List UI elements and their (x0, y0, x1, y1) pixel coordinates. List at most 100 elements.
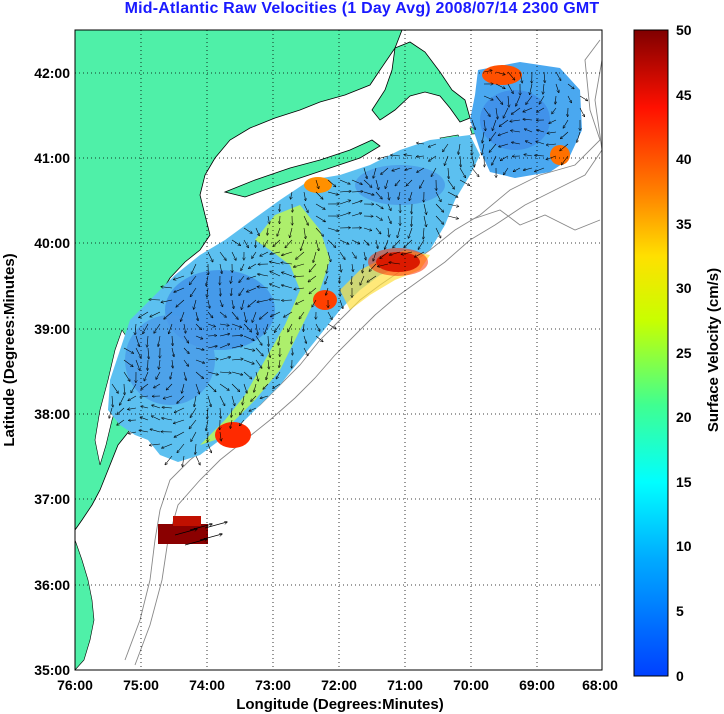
land-cape-cod (371, 41, 471, 123)
velocity-arrow (249, 407, 257, 411)
velocity-arrow (444, 155, 449, 165)
y-axis-label: Latitude (Degrees:Minutes) (1, 253, 18, 446)
fast-band-shelf-edge (200, 205, 330, 445)
velocity-arrow (567, 83, 574, 89)
velocity-arrow (423, 215, 426, 227)
velocity-arrow (385, 179, 389, 188)
velocity-arrow (270, 271, 281, 277)
velocity-arrow (181, 311, 185, 321)
velocity-arrow (172, 359, 173, 368)
velocity-arrow (339, 191, 351, 192)
velocity-arrow (503, 107, 509, 118)
velocity-arrow (207, 395, 211, 407)
velocity-arrow (268, 335, 269, 346)
velocity-arrow (231, 359, 243, 360)
velocity-arrow (288, 323, 293, 332)
velocity-arrow (420, 179, 425, 188)
velocity-arrow (111, 383, 118, 393)
velocity-arrow (248, 299, 257, 307)
hotspot-gulf-stream-halo (368, 248, 428, 276)
velocity-arrow (312, 299, 317, 307)
velocity-arrow (308, 275, 317, 282)
velocity-arrow (131, 383, 137, 393)
velocity-arrow (499, 119, 509, 126)
velocity-arrow (207, 371, 218, 375)
velocity-arrow (148, 359, 149, 370)
velocity-arrow (378, 263, 389, 267)
velocity-arrow (254, 383, 257, 392)
velocity-arrow (363, 179, 372, 187)
velocity-arrow (123, 359, 133, 367)
y-tick-label: 37:00 (34, 491, 70, 507)
velocity-arrow (206, 275, 209, 286)
velocity-arrow (195, 443, 196, 454)
velocity-arrow (537, 107, 545, 112)
velocity-arrow (257, 299, 269, 302)
velocity-arrow (219, 395, 225, 406)
velocity-arrow (140, 417, 149, 421)
velocity-arrow (195, 335, 203, 339)
velocity-arrow (500, 155, 509, 161)
velocity-arrow (435, 191, 441, 202)
velocity-arrow (375, 239, 378, 248)
velocity-arrow (315, 191, 323, 199)
velocity-arrow (247, 287, 257, 292)
velocity-arrow (546, 144, 557, 145)
x-axis-label: Longitude (Degrees:Minutes) (236, 696, 444, 713)
velocity-arrow (362, 263, 365, 273)
velocity-arrow (267, 347, 270, 357)
colorbar-tick-label: 15 (676, 474, 692, 490)
x-tick-label: 76:00 (57, 677, 93, 693)
velocity-arrow (243, 383, 247, 393)
x-tick-label: 75:00 (123, 677, 159, 693)
velocity-arrow (507, 71, 515, 80)
y-tick-label: 39:00 (34, 321, 70, 337)
velocity-arrow (471, 155, 475, 167)
velocity-arrow (492, 155, 497, 165)
velocity-arrow (177, 395, 185, 403)
velocity-arrow (303, 323, 304, 331)
velocity-arrow (303, 227, 306, 239)
velocity-arrow (220, 431, 221, 441)
velocity-arrow (443, 143, 449, 152)
velocity-arrow (251, 395, 257, 401)
velocity-arrow (124, 383, 125, 395)
colorbar-label: Surface Velocity (cm/s) (705, 268, 722, 432)
velocity-arrow (375, 191, 382, 199)
velocity-arrow (194, 299, 197, 309)
velocity-arrow (231, 299, 234, 308)
velocity-arrow (447, 179, 454, 189)
velocity-arrow (199, 534, 222, 541)
velocity-arrow (128, 408, 137, 409)
grid-lines (75, 30, 602, 670)
velocity-arrow (315, 203, 325, 209)
velocity-arrow (176, 299, 185, 307)
velocity-arrow (239, 287, 245, 295)
velocity-arrow (282, 272, 293, 277)
velocity-arrow (278, 335, 281, 345)
velocity-arrow (577, 131, 581, 142)
velocity-arrow (429, 143, 437, 147)
velocity-arrow (207, 323, 215, 327)
velocity-arrow (162, 418, 173, 421)
velocity-arrow (255, 359, 262, 368)
velocity-arrow (352, 263, 353, 271)
velocity-arrow (243, 347, 255, 351)
velocity-arrow (404, 155, 413, 156)
velocity-arrow (303, 335, 306, 343)
x-tick-label: 74:00 (189, 677, 225, 693)
velocity-arrow (141, 406, 149, 408)
colorbar-tick-label: 50 (676, 22, 692, 38)
velocity-arrow (243, 227, 252, 233)
velocity-arrow (339, 239, 349, 244)
velocity-arrow (140, 396, 149, 397)
x-tick-label: 68:00 (582, 677, 618, 693)
velocity-arrow (184, 323, 186, 333)
velocity-arrow (547, 132, 557, 133)
velocity-arrow (351, 275, 352, 284)
velocity-arrow (508, 95, 509, 107)
velocity-arrow (195, 347, 204, 350)
velocity-arrow (231, 311, 238, 319)
velocity-arrow (166, 383, 173, 390)
plot-area (75, 30, 602, 670)
